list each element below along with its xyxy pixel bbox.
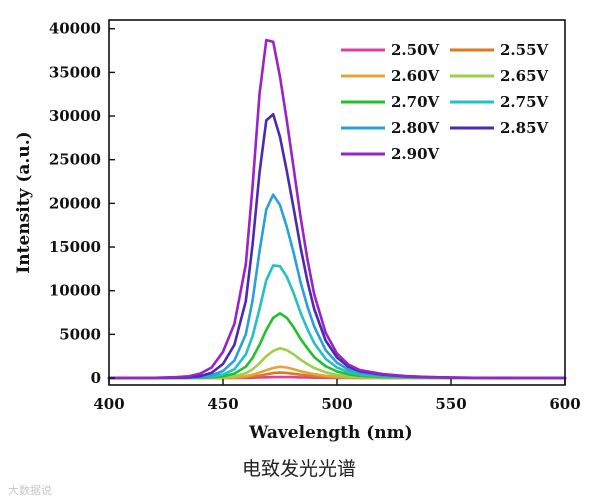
x-tick-label: 400 [93,395,124,413]
legend-label-2.60V: 2.60V [391,67,440,85]
figure-caption: 电致发光光谱 [241,458,356,480]
plot-area [107,38,567,380]
legend-label-2.85V: 2.85V [500,119,549,137]
legend-label-2.90V: 2.90V [391,145,440,163]
series-line-2.85V [107,113,567,380]
legend-label-2.70V: 2.70V [391,93,440,111]
x-tick-label: 600 [549,395,580,413]
y-tick-label: 15000 [49,238,101,256]
y-tick-label: 30000 [49,107,101,125]
legend-label-2.80V: 2.80V [391,119,440,137]
y-axis-title: Intensity (a.u.) [14,131,34,273]
y-tick-label: 20000 [49,194,101,212]
x-tick-label: 550 [435,395,466,413]
legend-label-2.55V: 2.55V [500,41,549,59]
y-tick-label: 35000 [49,63,101,81]
x-tick-label: 500 [321,395,352,413]
y-tick-label: 0 [91,369,101,387]
x-axis-title: Wavelength (nm) [248,423,412,443]
y-tick-label: 40000 [49,20,101,38]
legend-label-2.65V: 2.65V [500,67,549,85]
axes: 400 450 500 550 600 0 5000 10000 15000 20000 25000… [14,19,581,443]
legend-label-2.50V: 2.50V [391,41,440,59]
legend: 2.50V 2.55V 2.60V 2.65V 2.70V 2.75V 2.80V 2.85V… [341,41,549,163]
watermark: 大数据说 [8,484,52,497]
series-line-2.80V [107,193,567,380]
legend-label-2.75V: 2.75V [500,93,549,111]
x-tick-label: 450 [207,395,238,413]
y-tick-label: 10000 [49,282,101,300]
plot-frame [108,19,566,386]
y-tick-label: 25000 [49,151,101,169]
electroluminescence-chart: 400 450 500 550 600 0 5000 10000 15000 20000 25000… [14,19,581,443]
y-tick-label: 5000 [59,325,101,343]
series-line-2.90V [107,38,567,380]
